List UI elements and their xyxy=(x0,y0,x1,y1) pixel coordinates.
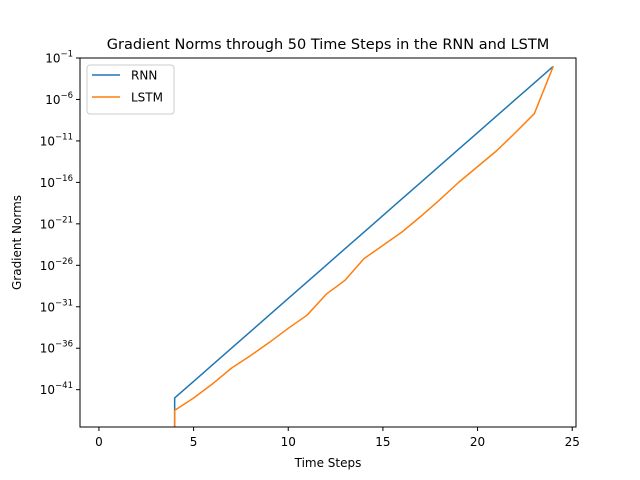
x-axis: 0 5 10 15 20 25 xyxy=(95,427,580,449)
y-tick-exponent: −6 xyxy=(60,91,73,101)
y-tick-label: 10−6 xyxy=(45,91,73,107)
y-tick-base: 10 xyxy=(45,93,60,107)
y-tick-label: 10−16 xyxy=(40,174,73,190)
x-tick-label: 15 xyxy=(375,435,390,449)
y-tick-exponent: −21 xyxy=(55,215,73,225)
y-tick-base: 10 xyxy=(40,300,55,314)
y-tick-base: 10 xyxy=(45,52,60,66)
series-line-rnn xyxy=(173,65,554,427)
y-tick-exponent: −31 xyxy=(55,298,73,308)
y-tick-base: 10 xyxy=(40,383,55,397)
series-line-lstm xyxy=(173,66,554,427)
x-tick-label: 25 xyxy=(565,435,580,449)
y-tick-base: 10 xyxy=(40,134,55,148)
plot-frame xyxy=(79,57,577,428)
legend: RNN LSTM xyxy=(86,64,175,115)
series-group xyxy=(173,65,554,427)
x-tick-label: 5 xyxy=(190,435,198,449)
y-tick-exponent: −1 xyxy=(60,50,73,60)
y-tick-label: 10−26 xyxy=(40,257,73,273)
x-tick-label: 0 xyxy=(95,435,103,449)
x-axis-label: Time Steps xyxy=(294,456,362,470)
y-tick-label: 10−11 xyxy=(40,132,73,148)
plot-area xyxy=(79,57,577,428)
y-axis-label: Gradient Norms xyxy=(10,195,24,290)
legend-box xyxy=(86,64,175,115)
y-tick-exponent: −36 xyxy=(55,340,73,350)
legend-label-lstm: LSTM xyxy=(131,91,163,105)
y-tick-exponent: −11 xyxy=(55,132,73,142)
y-tick-base: 10 xyxy=(40,259,55,273)
x-tick-label: 20 xyxy=(470,435,485,449)
x-tick-label: 10 xyxy=(281,435,296,449)
legend-label-rnn: RNN xyxy=(131,69,157,83)
y-tick-exponent: −16 xyxy=(55,174,73,184)
y-tick-label: 10−31 xyxy=(40,298,73,314)
y-tick-label: 10−36 xyxy=(40,340,73,356)
y-axis: 10−110−610−1110−1610−2110−2610−3110−3610… xyxy=(40,50,80,397)
y-tick-label: 10−21 xyxy=(40,215,73,231)
y-tick-base: 10 xyxy=(40,342,55,356)
y-tick-label: 10−41 xyxy=(40,381,73,397)
y-tick-label: 10−1 xyxy=(45,50,73,66)
y-tick-base: 10 xyxy=(40,176,55,190)
y-tick-exponent: −41 xyxy=(55,381,73,391)
y-tick-exponent: −26 xyxy=(55,257,73,267)
chart-title: Gradient Norms through 50 Time Steps in … xyxy=(107,37,550,53)
y-tick-base: 10 xyxy=(40,217,55,231)
